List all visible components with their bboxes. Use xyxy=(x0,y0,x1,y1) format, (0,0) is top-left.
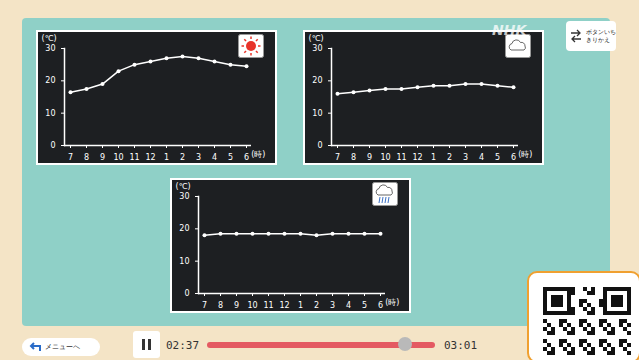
svg-text:(℃): (℃) xyxy=(176,182,191,191)
svg-text:30: 30 xyxy=(45,44,55,53)
svg-text:11: 11 xyxy=(396,153,406,162)
svg-text:10: 10 xyxy=(179,257,189,266)
svg-text:6: 6 xyxy=(378,301,383,310)
svg-text:0: 0 xyxy=(184,289,189,298)
svg-text:(時): (時) xyxy=(518,150,532,159)
svg-text:8: 8 xyxy=(351,153,356,162)
svg-text:1: 1 xyxy=(298,301,303,310)
svg-text:12: 12 xyxy=(412,153,422,162)
html-text:ボタンいち: ボタンいち xyxy=(586,28,616,35)
svg-text:(時): (時) xyxy=(385,298,399,307)
html-text:02:37: 02:37 xyxy=(166,339,200,352)
svg-text:20: 20 xyxy=(179,224,189,233)
svg-text:10: 10 xyxy=(312,109,322,118)
svg-text:4: 4 xyxy=(479,153,484,162)
svg-text:4: 4 xyxy=(212,153,217,162)
svg-text:(時): (時) xyxy=(251,150,265,159)
svg-text:11: 11 xyxy=(263,301,273,310)
svg-text:10: 10 xyxy=(247,301,257,310)
svg-text:3: 3 xyxy=(196,153,201,162)
svg-text:7: 7 xyxy=(68,153,73,162)
svg-text:10: 10 xyxy=(45,109,55,118)
svg-text:6: 6 xyxy=(511,153,516,162)
svg-text:20: 20 xyxy=(312,76,322,85)
svg-text:7: 7 xyxy=(335,153,340,162)
svg-text:(℃): (℃) xyxy=(42,34,57,43)
svg-text:0: 0 xyxy=(50,141,55,150)
svg-text:1: 1 xyxy=(431,153,436,162)
svg-text:0: 0 xyxy=(317,141,322,150)
svg-text:7: 7 xyxy=(202,301,207,310)
svg-text:12: 12 xyxy=(279,301,289,310)
svg-text:8: 8 xyxy=(218,301,223,310)
svg-text:5: 5 xyxy=(228,153,233,162)
svg-text:4: 4 xyxy=(346,301,351,310)
svg-text:10: 10 xyxy=(380,153,390,162)
svg-text:20: 20 xyxy=(45,76,55,85)
svg-text:8: 8 xyxy=(84,153,89,162)
svg-text:1: 1 xyxy=(164,153,169,162)
svg-text:2: 2 xyxy=(314,301,319,310)
svg-text:9: 9 xyxy=(367,153,372,162)
svg-text:3: 3 xyxy=(463,153,468,162)
svg-text:6: 6 xyxy=(244,153,249,162)
svg-text:30: 30 xyxy=(179,192,189,201)
svg-text:12: 12 xyxy=(145,153,155,162)
svg-text:2: 2 xyxy=(180,153,185,162)
svg-text:3: 3 xyxy=(330,301,335,310)
html-text:きりかえ: きりかえ xyxy=(586,36,610,43)
svg-text:2: 2 xyxy=(447,153,452,162)
svg-text:11: 11 xyxy=(129,153,139,162)
svg-text:(℃): (℃) xyxy=(309,34,324,43)
html-text:NHK: NHK xyxy=(492,22,527,38)
html-text:03:01: 03:01 xyxy=(444,339,478,352)
svg-text:10: 10 xyxy=(113,153,123,162)
svg-text:5: 5 xyxy=(495,153,500,162)
svg-text:9: 9 xyxy=(234,301,239,310)
svg-text:30: 30 xyxy=(312,44,322,53)
html-text:メニューへ: メニューへ xyxy=(45,343,80,351)
svg-text:9: 9 xyxy=(100,153,105,162)
svg-text:5: 5 xyxy=(362,301,367,310)
